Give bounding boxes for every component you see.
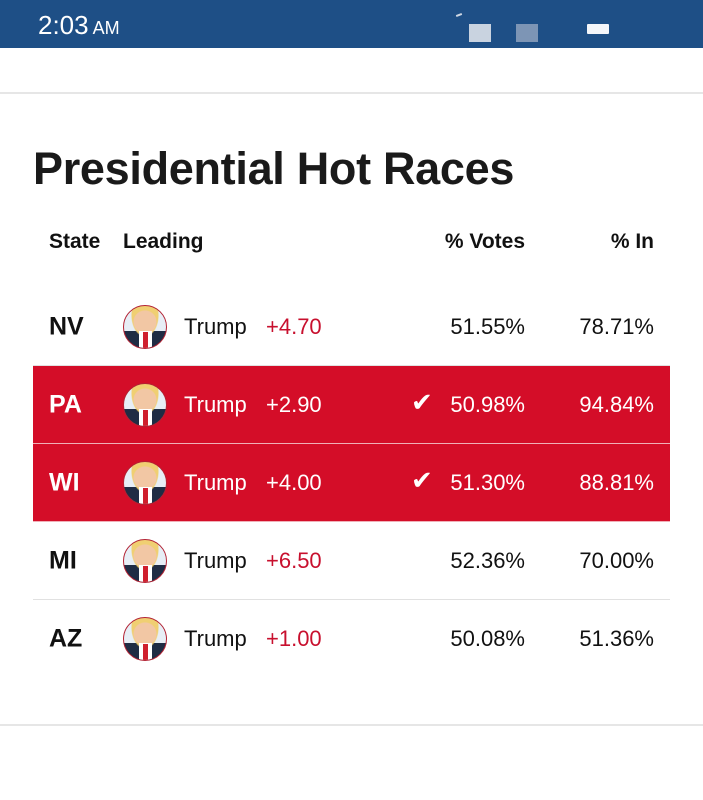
lead-margin: +2.90 (266, 391, 322, 417)
vote-percent: 52.36% (450, 547, 525, 573)
table-row-pa[interactable]: PA Trump +2.90 ✔ 50.98% 94.84% (33, 366, 670, 444)
vote-percent: 50.98% (450, 391, 525, 417)
reporting-percent: 94.84% (579, 391, 654, 417)
lead-margin: +1.00 (266, 625, 322, 651)
candidate-avatar (123, 304, 167, 349)
table-row-mi[interactable]: MI Trump +6.50 52.36% 70.00% (33, 522, 670, 600)
column-header-state: State (49, 230, 101, 253)
status-time-value: 2:03 (38, 10, 89, 40)
table-header: State Leading % Votes % In (33, 210, 670, 274)
state-code: WI (49, 468, 80, 496)
state-code: MI (49, 546, 77, 574)
candidate-name: Trump (184, 547, 247, 573)
table-row-nv[interactable]: NV Trump +4.70 51.55% 78.71% (33, 288, 670, 366)
candidate-avatar (123, 538, 167, 583)
lead-margin: +6.50 (266, 547, 322, 573)
state-code: AZ (49, 624, 83, 652)
battery-icon (587, 24, 609, 34)
status-bar: 2:03 AM (0, 0, 703, 48)
notification-icon-2 (516, 24, 538, 42)
vote-percent: 50.08% (450, 625, 525, 651)
status-time: 2:03 AM (38, 10, 120, 43)
notification-icon (469, 24, 491, 42)
divider (0, 92, 703, 94)
status-time-ampm: AM (92, 18, 120, 38)
hot-races-table: State Leading % Votes % In NV Trump +4.70 5… (33, 210, 670, 677)
candidate-avatar (123, 460, 167, 505)
candidate-avatar (123, 616, 167, 661)
candidate-name: Trump (184, 469, 247, 495)
lead-margin: +4.70 (266, 313, 322, 339)
candidate-avatar (123, 382, 167, 427)
state-code: PA (49, 390, 82, 418)
table-row-wi[interactable]: WI Trump +4.00 ✔ 51.30% 88.81% (33, 444, 670, 522)
table-row-az[interactable]: AZ Trump +1.00 50.08% 51.36% (33, 600, 670, 677)
state-code: NV (49, 312, 84, 340)
reporting-percent: 78.71% (579, 313, 654, 339)
divider (0, 724, 703, 726)
table-body: NV Trump +4.70 51.55% 78.71% PA Trump +2.90 ✔ 50.… (33, 288, 670, 677)
vote-percent: 51.30% (450, 469, 525, 495)
reporting-percent: 88.81% (579, 469, 654, 495)
signal-tick-icon (455, 13, 463, 17)
candidate-name: Trump (184, 625, 247, 651)
reporting-percent: 70.00% (579, 547, 654, 573)
candidate-name: Trump (184, 313, 247, 339)
column-header-leading: Leading (123, 230, 204, 253)
column-header-votes: % Votes (444, 230, 525, 253)
checkmark-icon: ✔ (411, 386, 433, 417)
candidate-name: Trump (184, 391, 247, 417)
vote-percent: 51.55% (450, 313, 525, 339)
page-title: Presidential Hot Races (33, 143, 515, 194)
reporting-percent: 51.36% (579, 625, 654, 651)
lead-margin: +4.00 (266, 469, 322, 495)
column-header-in: % In (610, 230, 654, 253)
checkmark-icon: ✔ (411, 464, 433, 495)
